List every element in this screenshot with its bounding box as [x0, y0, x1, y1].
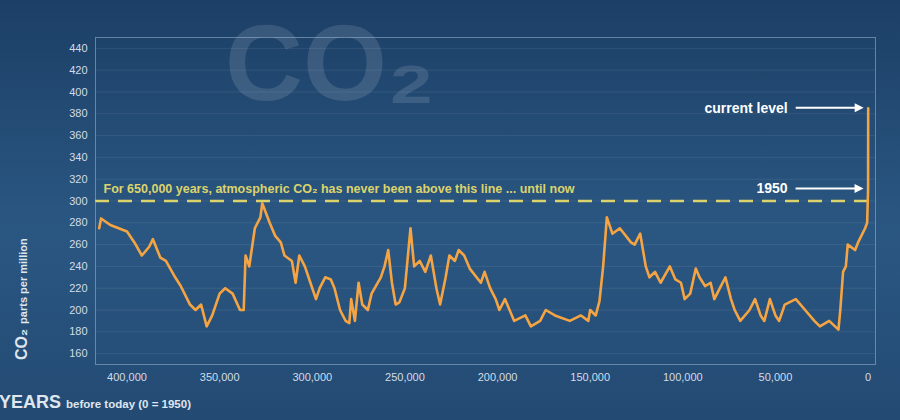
svg-text:350,000: 350,000: [200, 371, 240, 383]
svg-text:400: 400: [69, 86, 87, 98]
svg-text:300,000: 300,000: [292, 371, 332, 383]
svg-text:100,000: 100,000: [663, 371, 703, 383]
svg-text:220: 220: [69, 282, 87, 294]
svg-text:240: 240: [69, 260, 87, 272]
svg-text:260: 260: [69, 238, 87, 250]
svg-text:180: 180: [69, 325, 87, 337]
svg-text:50,000: 50,000: [759, 371, 793, 383]
svg-text:320: 320: [69, 173, 87, 185]
svg-text:200: 200: [69, 304, 87, 316]
svg-text:150,000: 150,000: [570, 371, 610, 383]
svg-text:380: 380: [69, 107, 87, 119]
svg-text:400,000: 400,000: [107, 371, 147, 383]
svg-text:250,000: 250,000: [385, 371, 425, 383]
svg-text:0: 0: [865, 371, 871, 383]
svg-text:CO₂: CO₂: [225, 2, 435, 123]
svg-text:280: 280: [69, 216, 87, 228]
svg-text:420: 420: [69, 64, 87, 76]
svg-text:300: 300: [69, 195, 87, 207]
svg-text:CO₂parts per million: CO₂parts per million: [13, 238, 30, 360]
svg-text:1950: 1950: [756, 180, 787, 196]
svg-text:current level: current level: [704, 100, 787, 116]
svg-text:360: 360: [69, 129, 87, 141]
svg-text:160: 160: [69, 347, 87, 359]
svg-text:For 650,000 years, atmospheric: For 650,000 years, atmospheric CO₂ has n…: [104, 182, 575, 196]
svg-text:340: 340: [69, 151, 87, 163]
svg-text:440: 440: [69, 42, 87, 54]
svg-text:200,000: 200,000: [478, 371, 518, 383]
svg-text:YEARSbefore today (0 = 1950): YEARSbefore today (0 = 1950): [0, 392, 191, 412]
